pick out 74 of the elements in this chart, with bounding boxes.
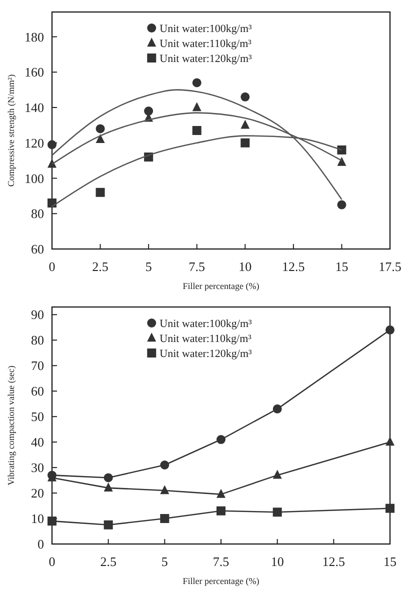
point [192, 126, 202, 135]
x-tick-label: 0 [48, 259, 56, 274]
point [216, 506, 226, 516]
point [216, 488, 226, 498]
y-tick-label: 80 [31, 332, 44, 348]
point [386, 504, 394, 513]
point [337, 145, 346, 154]
point [48, 198, 56, 208]
y-axis-title: Vibrating compaction value (sec) [6, 366, 16, 486]
y-tick-label: 40 [31, 434, 44, 450]
point [48, 140, 56, 150]
point [96, 188, 105, 197]
y-tick-label: 140 [24, 100, 44, 116]
point [337, 156, 346, 166]
point [192, 78, 202, 88]
legend-label: Unit water:110kg/m³ [160, 332, 252, 345]
point [386, 325, 394, 334]
y-tick-label: 20 [31, 486, 44, 501]
y-tick-label: 100 [24, 170, 44, 186]
point [104, 482, 113, 492]
y-tick-label: 160 [24, 64, 44, 80]
y-tick-label: 60 [31, 384, 44, 399]
point [386, 436, 394, 446]
point [104, 473, 113, 482]
legend-label: Unit water:120kg/m³ [160, 348, 253, 360]
x-tick-label: 5 [161, 554, 168, 569]
point [192, 102, 202, 112]
legend-label: Unit water:100kg/m³ [160, 22, 253, 35]
x-tick-label: 12.5 [282, 259, 305, 274]
point [240, 138, 250, 148]
x-tick-label: 15 [335, 259, 348, 274]
x-tick-label: 2.5 [92, 259, 108, 274]
x-tick-label: 10 [238, 259, 252, 274]
x-tick-label: 12.5 [322, 554, 346, 569]
point [216, 435, 226, 444]
y-tick-label: 50 [31, 409, 44, 424]
y-tick-label: 60 [31, 242, 44, 257]
point [144, 106, 154, 116]
x-tick-label: 15 [384, 554, 396, 569]
point [272, 404, 282, 414]
point [240, 120, 250, 129]
x-tick-label: 0 [48, 554, 56, 569]
point [48, 516, 56, 526]
point [337, 200, 346, 210]
y-tick-label: 10 [31, 511, 44, 526]
point [96, 124, 105, 134]
x-axis-title: Filler percentage (%) [182, 576, 260, 586]
x-tick-label: 7.5 [188, 259, 205, 274]
y-tick-label: 120 [24, 135, 44, 150]
x-tick-label: 7.5 [212, 554, 230, 569]
point [160, 460, 170, 470]
y-tick-label: 30 [31, 460, 44, 476]
legend-label: Unit water:110kg/m³ [160, 38, 252, 50]
point [272, 508, 282, 517]
y-tick-label: 80 [31, 206, 44, 222]
point [160, 514, 170, 524]
x-tick-label: 10 [270, 554, 284, 569]
point [48, 158, 56, 168]
legend-label: Unit water:120kg/m³ [160, 52, 253, 65]
x-axis-title: Filler percentage (%) [182, 281, 260, 291]
x-tick-label: 2.5 [100, 554, 116, 569]
point [272, 470, 282, 479]
point [160, 485, 170, 494]
y-tick-label: 180 [24, 29, 44, 44]
point [104, 520, 113, 530]
y-tick-label: 0 [38, 536, 44, 552]
y-tick-label: 70 [31, 358, 44, 374]
legend-label: Unit water:100kg/m³ [160, 318, 253, 330]
x-tick-label: 17.5 [378, 259, 402, 274]
x-tick-label: 5 [145, 259, 152, 274]
point [96, 134, 105, 143]
y-axis-title: Compressive strength (N/mm²) [6, 74, 16, 187]
y-tick-label: 90 [31, 307, 44, 322]
point [240, 92, 250, 102]
